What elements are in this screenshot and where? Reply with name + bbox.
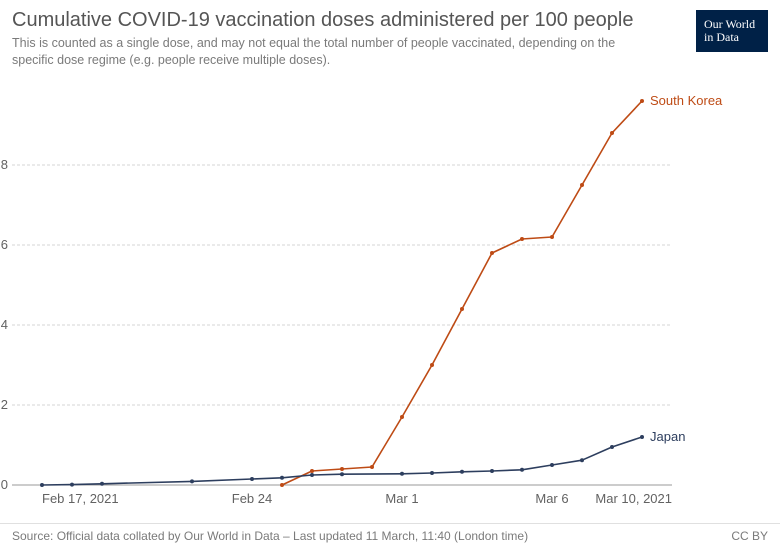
series-marker [250,477,254,481]
y-tick-label: 0.8 [0,157,8,172]
x-tick-label: Mar 10, 2021 [595,491,672,506]
chart-footer: Source: Official data collated by Our Wo… [12,529,768,543]
series-marker [580,183,584,187]
series-marker [40,483,44,487]
series-marker [610,131,614,135]
series-marker [640,435,644,439]
series-marker [580,458,584,462]
chart-subtitle: This is counted as a single dose, and ma… [12,35,652,69]
series-marker [340,472,344,476]
x-tick-label: Feb 17, 2021 [42,491,119,506]
y-tick-label: 0.6 [0,237,8,252]
chart-title: Cumulative COVID-19 vaccination doses ad… [12,8,768,33]
series-marker [610,445,614,449]
series-line [282,101,642,485]
series-marker [280,483,284,487]
series-marker [490,469,494,473]
series-marker [370,465,374,469]
series-marker [430,363,434,367]
series-marker [550,463,554,467]
chart-header: Cumulative COVID-19 vaccination doses ad… [12,8,768,69]
series-marker [400,472,404,476]
series-marker [520,468,524,472]
series-marker [190,479,194,483]
x-tick-label: Mar 1 [385,491,418,506]
series-marker [550,235,554,239]
x-tick-label: Feb 24 [232,491,272,506]
license-text: CC BY [731,529,768,543]
x-tick-label: Mar 6 [535,491,568,506]
y-tick-label: 0.4 [0,317,8,332]
series-marker [310,473,314,477]
series-label: South Korea [650,93,723,108]
series-label: Japan [650,429,685,444]
chart-plot-area: 0 0.2 0.4 0.6 0.8 Feb 17, 2021 Feb 24 Mar 1 Mar … [0,80,780,519]
chart-svg: 0 0.2 0.4 0.6 0.8 Feb 17, 2021 Feb 24 Mar 1 Mar … [0,80,780,520]
series-line [42,437,642,485]
logo-line2: in Data [704,31,768,44]
footer-rule [0,523,780,524]
series-marker [280,476,284,480]
source-text: Source: Official data collated by Our Wo… [12,529,528,543]
series-marker [460,307,464,311]
series-marker [310,469,314,473]
owid-logo: Our World in Data [696,10,768,52]
series-marker [460,470,464,474]
series-marker [340,467,344,471]
series-marker [490,251,494,255]
y-tick-label: 0.2 [0,397,8,412]
series-marker [70,483,74,487]
y-tick-label: 0 [1,477,8,492]
series-marker [100,482,104,486]
series-marker [400,415,404,419]
series-marker [640,99,644,103]
series-marker [520,237,524,241]
series-marker [430,471,434,475]
